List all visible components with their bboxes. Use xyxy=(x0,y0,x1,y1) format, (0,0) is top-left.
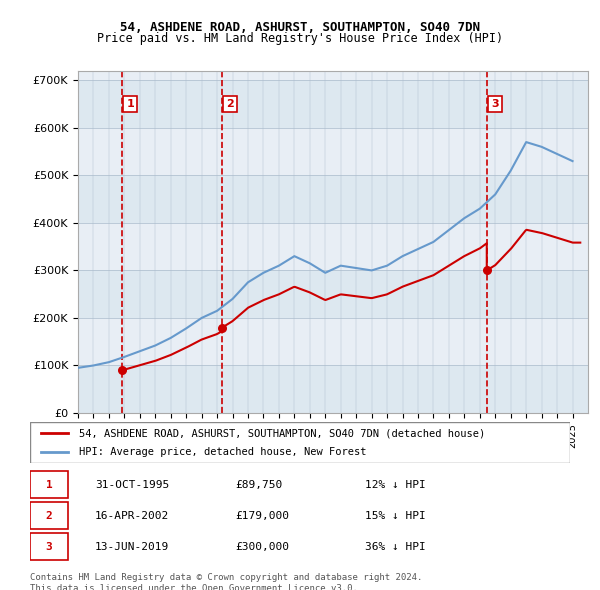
FancyBboxPatch shape xyxy=(30,471,68,498)
Text: 31-OCT-1995: 31-OCT-1995 xyxy=(95,480,169,490)
Text: 15% ↓ HPI: 15% ↓ HPI xyxy=(365,511,425,520)
Bar xyxy=(78,80,588,128)
Point xyxy=(482,266,491,275)
FancyBboxPatch shape xyxy=(30,533,68,560)
Point xyxy=(117,366,127,375)
Text: 2: 2 xyxy=(226,99,234,109)
Bar xyxy=(78,270,588,318)
Text: £300,000: £300,000 xyxy=(235,542,289,552)
Bar xyxy=(78,270,588,318)
FancyBboxPatch shape xyxy=(30,502,68,529)
Text: HPI: Average price, detached house, New Forest: HPI: Average price, detached house, New … xyxy=(79,447,366,457)
Text: 36% ↓ HPI: 36% ↓ HPI xyxy=(365,542,425,552)
Bar xyxy=(78,175,588,223)
Text: £179,000: £179,000 xyxy=(235,511,289,520)
Bar xyxy=(78,318,588,365)
Text: 3: 3 xyxy=(46,542,52,552)
Text: 54, ASHDENE ROAD, ASHURST, SOUTHAMPTON, SO40 7DN (detached house): 54, ASHDENE ROAD, ASHURST, SOUTHAMPTON, … xyxy=(79,428,485,438)
Bar xyxy=(78,223,588,270)
Text: 1: 1 xyxy=(127,99,134,109)
Point xyxy=(217,323,226,333)
Bar xyxy=(78,175,588,223)
Bar xyxy=(78,128,588,175)
Bar xyxy=(78,365,588,413)
Text: 1: 1 xyxy=(46,480,52,490)
Text: £89,750: £89,750 xyxy=(235,480,283,490)
Text: Price paid vs. HM Land Registry's House Price Index (HPI): Price paid vs. HM Land Registry's House … xyxy=(97,32,503,45)
Text: 13-JUN-2019: 13-JUN-2019 xyxy=(95,542,169,552)
Bar xyxy=(78,365,588,413)
Text: 3: 3 xyxy=(491,99,499,109)
Text: 54, ASHDENE ROAD, ASHURST, SOUTHAMPTON, SO40 7DN: 54, ASHDENE ROAD, ASHURST, SOUTHAMPTON, … xyxy=(120,21,480,34)
Text: 2: 2 xyxy=(46,511,52,520)
Text: 12% ↓ HPI: 12% ↓ HPI xyxy=(365,480,425,490)
Text: 16-APR-2002: 16-APR-2002 xyxy=(95,511,169,520)
FancyBboxPatch shape xyxy=(30,422,570,463)
Bar xyxy=(78,80,588,128)
Text: Contains HM Land Registry data © Crown copyright and database right 2024.
This d: Contains HM Land Registry data © Crown c… xyxy=(30,573,422,590)
